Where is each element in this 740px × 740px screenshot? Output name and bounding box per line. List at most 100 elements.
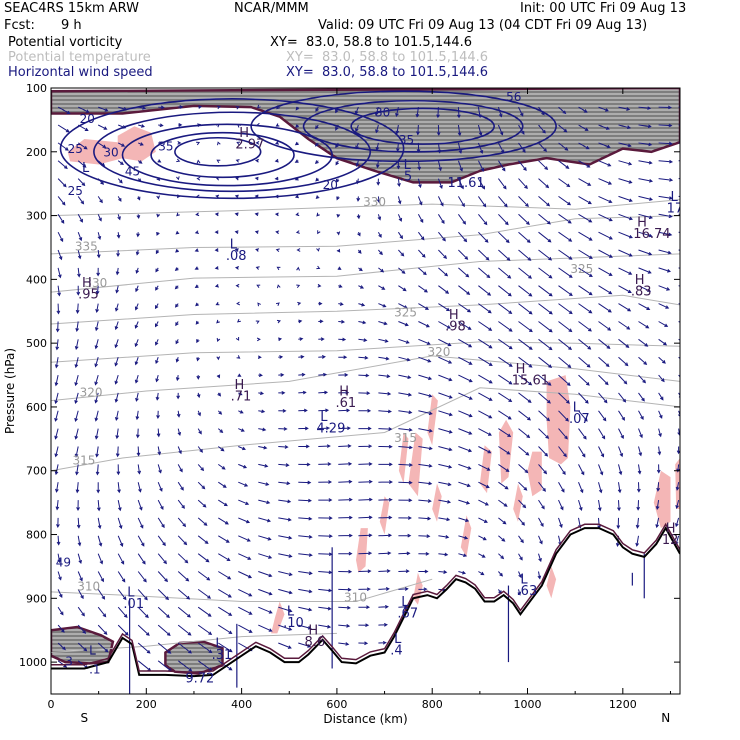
extremum-value: 9.72: [185, 672, 214, 687]
extremum-value: .63: [517, 584, 538, 599]
wind-vector: [558, 106, 567, 115]
wind-vector: [238, 446, 246, 451]
wind-vector: [177, 571, 190, 582]
wind-vector: [194, 284, 199, 288]
wind-vector: [358, 641, 369, 646]
init-time: Init: 00 UTC Fri 09 Aug 13: [520, 1, 687, 16]
wind-vector: [177, 446, 182, 455]
wind-vector: [57, 178, 67, 188]
extremum-marker: L: [287, 605, 295, 620]
wind-vector: [298, 534, 313, 539]
wind-vector: [638, 195, 654, 201]
wind-vector: [137, 606, 149, 619]
wind-vector: [216, 337, 221, 342]
wind-vector: [478, 499, 489, 506]
wind-vector: [295, 106, 300, 111]
wind-vector: [54, 446, 59, 458]
wind-vector: [438, 231, 446, 242]
wind-vector: [398, 285, 407, 292]
wind-vector: [215, 194, 220, 199]
wind-vector: [258, 499, 271, 505]
wind-vector: [195, 302, 199, 307]
wind-vector: [136, 214, 141, 220]
wind-vector: [76, 517, 81, 529]
wind-vector: [418, 516, 432, 521]
wind-vector: [176, 212, 180, 217]
wind-vector: [97, 517, 102, 530]
y-tick-label: 500: [26, 337, 47, 350]
wind-vector: [356, 178, 360, 185]
wind-vector: [558, 142, 569, 151]
wind-vector: [116, 249, 120, 258]
wind-vector: [598, 356, 610, 368]
wind-vector: [358, 408, 372, 413]
wind-vector: [598, 195, 613, 203]
wind-vector: [318, 516, 333, 520]
wind-vector: [578, 482, 584, 494]
wind-vector: [236, 301, 241, 306]
theta-contour: [51, 578, 433, 602]
x-tick-label: 0: [48, 698, 55, 711]
wind-vector: [637, 464, 642, 475]
wind-vector: [498, 285, 512, 297]
wind-vector: [298, 444, 310, 449]
legend-pt-xy: XY= 83.0, 58.8 to 101.5,144.6: [286, 50, 489, 65]
wind-vector: [214, 248, 219, 252]
wind-vector: [258, 373, 263, 378]
wind-vector: [335, 142, 339, 149]
wind-vector: [298, 372, 306, 377]
wind-vector: [458, 499, 471, 505]
wind-vector: [398, 356, 411, 362]
wind-vector: [477, 196, 487, 208]
wind-vector: [274, 194, 279, 199]
wind-speed-label: 35: [158, 140, 173, 154]
wind-vector: [678, 178, 680, 180]
wind-vector: [156, 195, 160, 200]
wind-vector: [398, 498, 413, 503]
wind-vector: [518, 124, 525, 135]
wind-vector: [538, 303, 553, 315]
wind-vector: [398, 374, 412, 379]
wind-vector: [378, 303, 387, 308]
wind-vector: [598, 178, 613, 185]
wind-vector: [135, 267, 140, 274]
wind-vector: [57, 106, 71, 114]
wind-vector: [656, 464, 661, 474]
wind-speed-contour: [59, 98, 405, 200]
wind-vector: [295, 124, 299, 128]
extra-label: 56: [506, 90, 521, 104]
wind-vector: [538, 446, 549, 457]
wind-vector: [638, 356, 648, 366]
wind-vector: [176, 158, 181, 163]
wind-vector: [538, 428, 550, 439]
theta-label: 330: [363, 195, 386, 209]
wind-vector: [338, 284, 343, 288]
wind-vector: [278, 642, 292, 649]
wind-vector: [378, 622, 388, 627]
wind-vector: [57, 589, 63, 599]
wind-vector: [235, 283, 240, 288]
wind-vector: [57, 285, 61, 297]
wind-speed-label: 25: [68, 184, 83, 198]
wind-vector: [114, 321, 119, 331]
wind-vector: [97, 589, 106, 600]
wind-vector: [117, 589, 127, 601]
wind-vector: [378, 533, 393, 538]
wind-vector: [375, 160, 380, 169]
wind-vector: [117, 624, 129, 636]
wind-vector: [518, 285, 533, 297]
wind-vector: [437, 142, 442, 154]
wind-vector: [216, 374, 221, 379]
wind-vector: [378, 391, 392, 396]
wind-vector: [218, 588, 232, 598]
wind-vector: [638, 321, 650, 329]
wind-vector: [77, 106, 90, 113]
wind-vector: [395, 142, 400, 153]
extremum-marker: H: [635, 273, 645, 288]
wind-vector: [117, 606, 128, 619]
wind-vector: [658, 374, 665, 383]
wind-vector: [638, 231, 653, 238]
wind-vector: [135, 392, 139, 402]
wind-vector: [258, 517, 271, 523]
wind-vector: [338, 355, 348, 360]
